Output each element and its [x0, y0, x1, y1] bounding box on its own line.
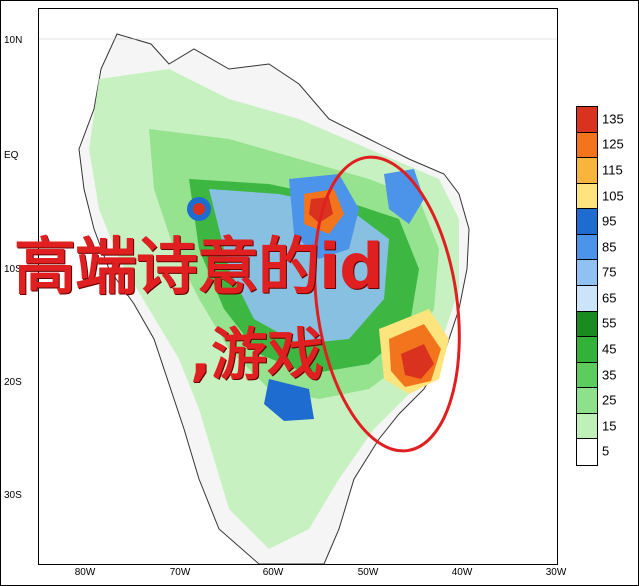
lon-label-30w: 30W	[545, 567, 567, 578]
lon-label-40w: 40W	[451, 567, 473, 578]
overlay-title-line1: 高端诗意的id	[14, 230, 384, 303]
legend-label-125: 125	[602, 136, 624, 152]
legend-label-55: 55	[602, 315, 617, 331]
legend-label-95: 95	[602, 213, 617, 229]
legend-swatch-105	[577, 183, 597, 210]
legend-swatch-85	[577, 234, 597, 261]
overlay-title-line2: ,游戏	[190, 323, 324, 388]
lon-label-70w: 70W	[169, 567, 191, 578]
annotation-ellipse	[313, 155, 461, 453]
legend-label-135: 135	[602, 111, 624, 127]
legend-label-5: 5	[602, 443, 610, 459]
legend-label-105: 105	[602, 188, 624, 203]
legend-label-85: 85	[602, 239, 617, 255]
legend-swatch-5	[577, 439, 597, 465]
legend-swatch-135	[577, 107, 597, 133]
legend-swatch-45	[577, 337, 597, 363]
map-canvas	[39, 33, 557, 564]
legend-swatch-95	[577, 209, 597, 235]
lat-label-10n: 10N	[4, 35, 23, 46]
legend-swatch-55	[577, 311, 597, 338]
legend-swatch-75	[577, 260, 597, 286]
legend-swatch-15	[577, 413, 597, 440]
lat-label-20s: 20S	[4, 377, 22, 388]
precip-red-spot	[193, 203, 205, 215]
legend-label-25: 25	[602, 392, 617, 408]
legend-swatch-35	[577, 362, 597, 389]
precipitation-map	[38, 8, 558, 565]
legend-label-75: 75	[602, 264, 617, 280]
legend-swatch-25	[577, 388, 597, 414]
lat-label-eq: EQ	[4, 150, 19, 161]
legend-label-65: 65	[602, 290, 617, 306]
lon-label-80w: 80W	[74, 567, 96, 578]
lon-label-60w: 60W	[262, 567, 284, 578]
precip-red-core	[309, 197, 333, 223]
color-legend	[576, 106, 598, 466]
legend-label-35: 35	[602, 367, 617, 382]
legend-label-45: 45	[602, 341, 617, 357]
legend-swatch-65	[577, 286, 597, 312]
lat-label-10s: 10S	[4, 264, 22, 275]
precip-dark-blue	[264, 379, 314, 421]
legend-label-15: 15	[602, 418, 617, 434]
legend-swatch-125	[577, 132, 597, 159]
lon-label-50w: 50W	[357, 567, 379, 578]
legend-label-115: 115	[602, 162, 623, 178]
lat-label-30s: 30S	[4, 490, 22, 501]
legend-swatch-115	[577, 158, 597, 184]
precip-red-band	[401, 344, 434, 379]
